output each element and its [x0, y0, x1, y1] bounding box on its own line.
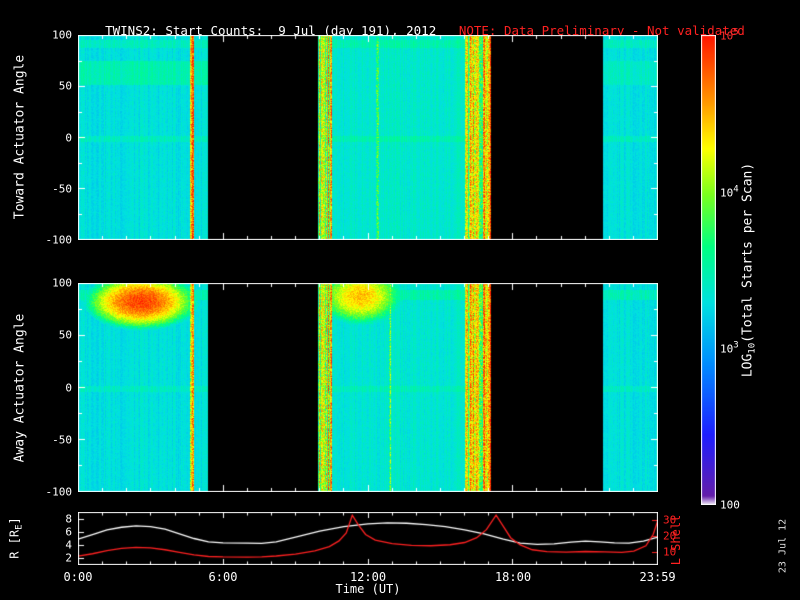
angle-tick-label: -100: [45, 485, 73, 499]
colorbar-label-prefix: LOG: [740, 353, 756, 378]
time-tick-label: 12:00: [349, 570, 387, 584]
toward-spectrogram-panel: [78, 35, 658, 240]
colorbar: [701, 35, 716, 505]
colorbar-label-suffix: (Total Starts per Scan): [740, 162, 756, 343]
colorbar-tick-base: 10: [720, 29, 734, 43]
angle-tick-label: -50: [52, 182, 72, 196]
colorbar-tick-label: 100: [720, 499, 740, 512]
time-tick-label: 6:00: [208, 570, 238, 584]
lshell-tick-label: 20: [663, 529, 677, 543]
r-axis-label-suffix: ]: [7, 517, 22, 525]
r-tick-label: 2: [65, 551, 72, 565]
r-tick-label: 6: [65, 525, 72, 539]
colorbar-tick-label: 105: [720, 28, 739, 43]
angle-tick-label: 50: [58, 79, 72, 93]
colorbar-tick-base: 10: [720, 342, 734, 356]
angle-tick-label: -100: [45, 233, 73, 247]
colorbar-tick-base: 100: [720, 498, 740, 512]
orbit-line-panel: [78, 512, 658, 565]
colorbar-tick-label: 103: [720, 341, 739, 356]
toward-axis-label: Toward Actuator Angle: [12, 54, 28, 220]
date-stamp: 23 Jul 12: [777, 518, 789, 574]
lshell-tick-label: 30: [663, 513, 677, 527]
away-spectrogram-panel: [78, 283, 658, 492]
time-tick-label: 0:00: [63, 570, 93, 584]
angle-tick-label: 100: [52, 28, 72, 42]
colorbar-label: LOG10(Total Starts per Scan): [741, 163, 758, 377]
time-tick-label: 23:59: [639, 570, 676, 584]
r-tick-label: 8: [65, 512, 72, 526]
time-tick-label: 18:00: [494, 570, 532, 584]
r-axis-label: R [RE]: [8, 517, 25, 559]
away-axis-label: Away Actuator Angle: [12, 313, 28, 463]
colorbar-tick-label: 104: [720, 184, 739, 199]
colorbar-tick-exponent: 5: [733, 27, 739, 38]
lshell-tick-label: 10: [663, 545, 677, 559]
plot-title-note: NOTE: Data Preliminary - Not validated: [458, 23, 745, 38]
r-axis-label-prefix: R [R: [7, 529, 22, 559]
angle-tick-label: 0: [65, 381, 72, 394]
time-axis-label: Time (UT): [335, 582, 401, 596]
colorbar-label-sub: 10: [747, 342, 758, 354]
plot-title-main: TWINS2: Start Counts: 9 Jul (day 191), 2…: [105, 23, 459, 38]
colorbar-tick-exponent: 4: [733, 184, 739, 195]
plot-title: TWINS2: Start Counts: 9 Jul (day 191), 2…: [75, 8, 745, 53]
angle-tick-label: 50: [58, 328, 72, 342]
angle-tick-label: 100: [52, 276, 72, 290]
r-axis-label-sub: E: [14, 524, 25, 530]
r-tick-label: 4: [65, 538, 72, 552]
colorbar-tick-base: 10: [720, 186, 734, 200]
angle-tick-label: -50: [52, 433, 72, 447]
colorbar-tick-exponent: 3: [733, 340, 739, 351]
angle-tick-label: 0: [65, 131, 72, 144]
